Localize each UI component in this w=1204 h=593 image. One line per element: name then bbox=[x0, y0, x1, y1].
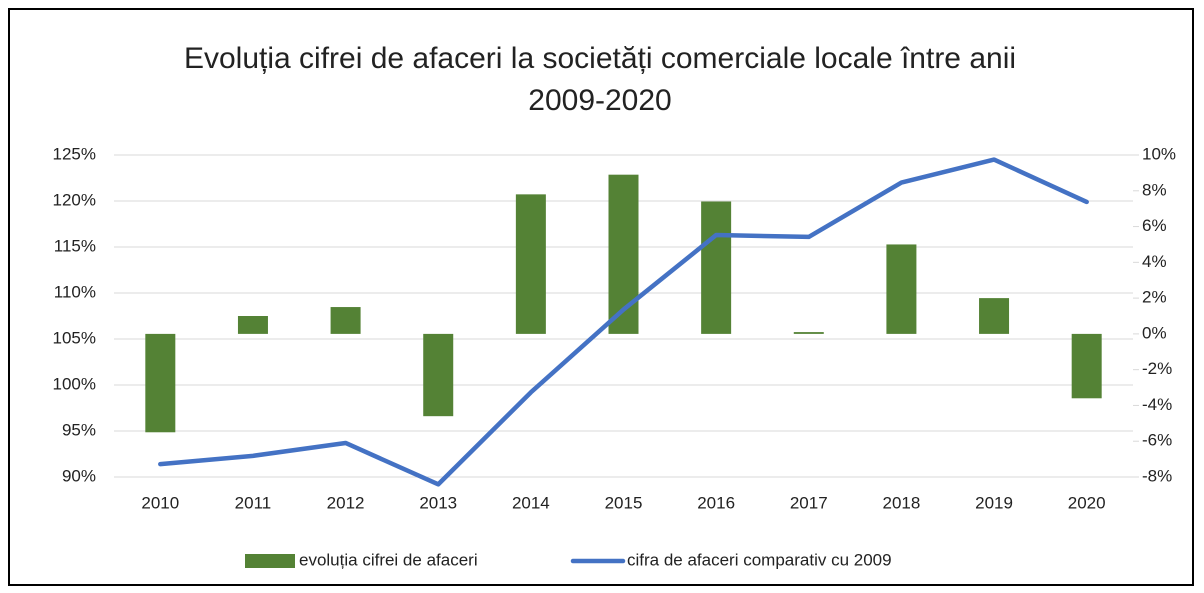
x-tick-label: 2011 bbox=[235, 493, 272, 512]
y2-tick-label: 0% bbox=[1142, 323, 1167, 342]
bar bbox=[1071, 333, 1102, 399]
bar bbox=[330, 307, 361, 334]
legend-swatch bbox=[245, 554, 295, 568]
y-tick-label: 105% bbox=[53, 328, 96, 347]
chart-frame bbox=[8, 8, 1194, 586]
x-tick-label: 2017 bbox=[790, 493, 828, 512]
bar bbox=[237, 316, 268, 334]
x-tick-label: 2015 bbox=[605, 493, 643, 512]
bar bbox=[979, 298, 1010, 334]
y2-tick-label: 10% bbox=[1142, 144, 1176, 163]
chart-title: Evoluția cifrei de afaceri la societăți … bbox=[183, 42, 1017, 117]
y-tick-label: 115% bbox=[54, 236, 96, 255]
x-tick-label: 2014 bbox=[512, 493, 550, 512]
y2-tick-label: 4% bbox=[1142, 252, 1167, 271]
y-tick-label: 95% bbox=[62, 420, 96, 439]
y2-tick-label: 6% bbox=[1142, 216, 1167, 235]
line bbox=[158, 157, 1089, 487]
bar bbox=[701, 201, 732, 334]
y-tick-label: 110% bbox=[54, 282, 96, 301]
y-tick-label: 100% bbox=[53, 374, 96, 393]
y-tick-label: 90% bbox=[62, 466, 96, 485]
y2-tick-label: -2% bbox=[1142, 359, 1172, 378]
y-tick-label: 120% bbox=[53, 190, 96, 209]
x-tick-label: 2016 bbox=[697, 493, 735, 512]
y-tick-label: 125% bbox=[53, 144, 96, 163]
x-tick-label: 2010 bbox=[141, 493, 179, 512]
y2-tick-label: -8% bbox=[1142, 466, 1172, 485]
bar bbox=[423, 333, 454, 417]
y2-tick-label: -6% bbox=[1142, 431, 1172, 450]
bar bbox=[793, 332, 824, 334]
y2-tick-label: 8% bbox=[1142, 180, 1167, 199]
x-tick-label: 2018 bbox=[882, 493, 920, 512]
legend-label: cifra de afaceri comparativ cu 2009 bbox=[627, 550, 892, 569]
x-tick-label: 2019 bbox=[975, 493, 1013, 512]
y2-tick-label: 2% bbox=[1142, 288, 1167, 307]
bar bbox=[886, 244, 917, 334]
x-tick-label: 2013 bbox=[419, 493, 457, 512]
bar bbox=[145, 333, 176, 433]
bar bbox=[515, 194, 546, 334]
x-tick-label: 2012 bbox=[327, 493, 365, 512]
y2-tick-label: -4% bbox=[1142, 395, 1172, 414]
x-tick-label: 2020 bbox=[1068, 493, 1106, 512]
legend-label: evoluția cifrei de afaceri bbox=[299, 550, 478, 569]
